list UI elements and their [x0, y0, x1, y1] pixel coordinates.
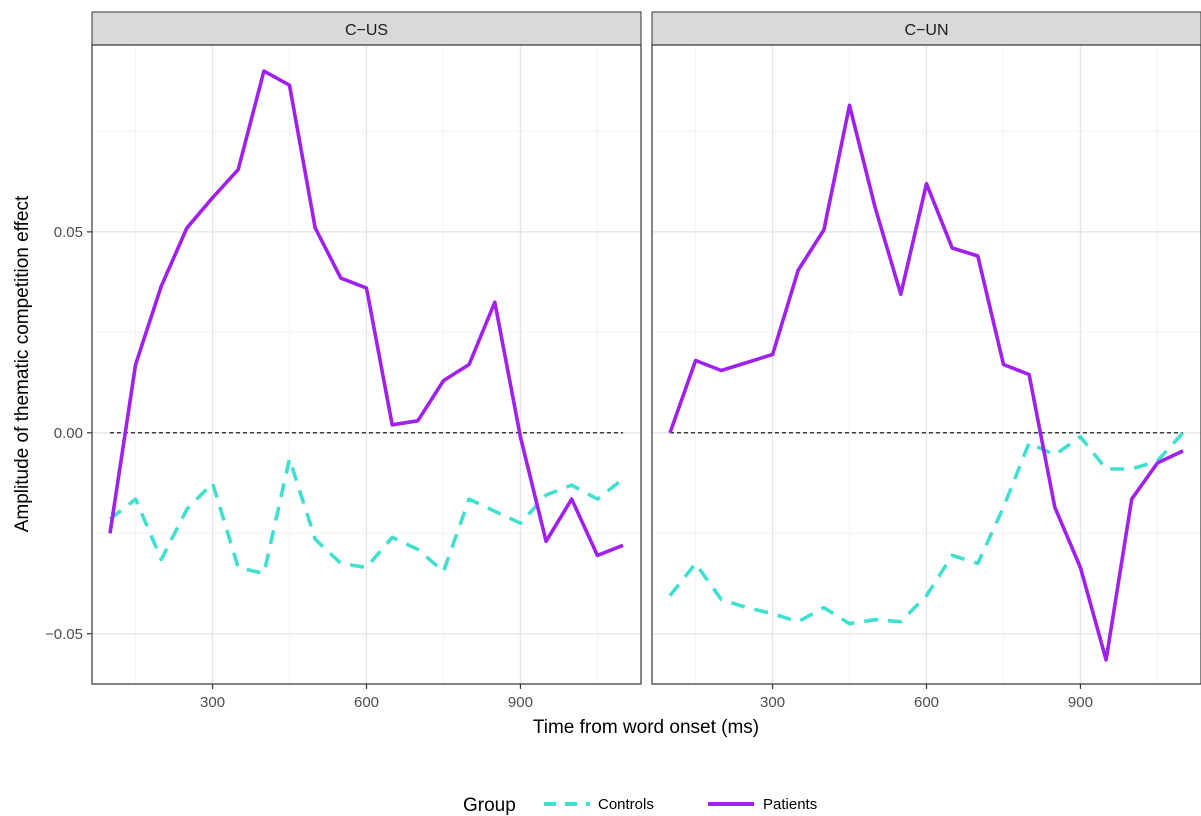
x-axis-left: 300 600 900	[200, 684, 533, 711]
strip-c-us	[91, 11, 642, 46]
strip-label-c-un: C−UN	[904, 22, 948, 39]
legend-label-patients: Patients	[763, 796, 817, 813]
y-tick-label: −0.05	[45, 626, 83, 643]
panel-c-us: C−US	[91, 11, 642, 685]
x-tick-label: 600	[354, 694, 379, 711]
x-axis-right: 300 600 900	[760, 684, 1093, 711]
x-tick-label: 300	[200, 694, 225, 711]
x-tick-label: 900	[508, 694, 533, 711]
legend-title: Group	[463, 795, 516, 816]
strip-c-un	[651, 11, 1201, 46]
x-tick-label: 600	[914, 694, 939, 711]
x-tick-label: 300	[760, 694, 785, 711]
panel-c-un: C−UN	[651, 11, 1201, 685]
y-tick-label: 0.05	[54, 224, 83, 241]
y-axis-title: Amplitude of thematic competition effect	[12, 195, 33, 532]
x-axis-title: Time from word onset (ms)	[533, 717, 759, 738]
y-axis: −0.05 0.00 0.05	[45, 224, 92, 643]
y-tick-label: 0.00	[54, 425, 83, 442]
legend: Group Controls Patients	[463, 795, 817, 816]
legend-label-controls: Controls	[598, 796, 654, 813]
strip-label-c-us: C−US	[345, 22, 388, 39]
x-tick-label: 900	[1068, 694, 1093, 711]
